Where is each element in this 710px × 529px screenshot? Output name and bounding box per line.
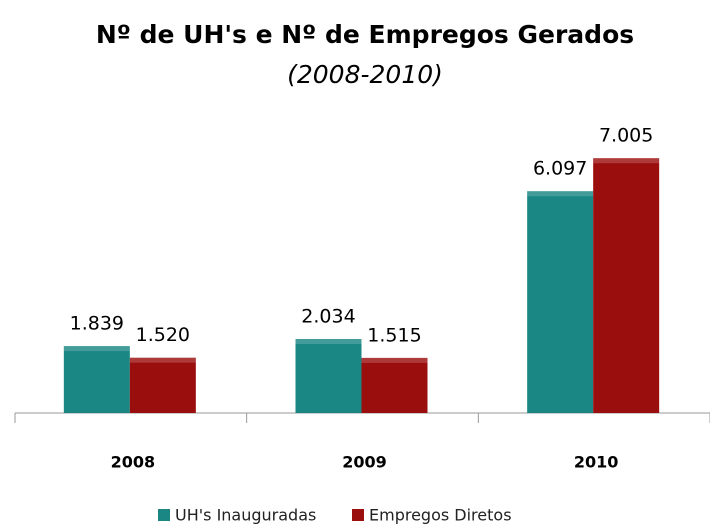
chart-title: Nº de UH's e Nº de Empregos Gerados — [96, 20, 634, 49]
x-tick-label: 2009 — [342, 453, 387, 472]
x-tick-label: 2010 — [574, 453, 619, 472]
legend-swatch — [158, 509, 170, 521]
bar — [527, 191, 594, 413]
bar-highlight — [527, 191, 594, 197]
chart-subtitle: (2008-2010) — [287, 60, 443, 89]
legend-label: UH's Inauguradas — [175, 506, 316, 525]
bar — [63, 346, 130, 413]
data-label: 1.520 — [136, 324, 190, 346]
bar — [129, 357, 196, 413]
bar-highlight — [361, 357, 428, 363]
bar-highlight — [593, 158, 660, 164]
bar-highlight — [295, 339, 362, 345]
bar-highlight — [129, 357, 196, 363]
data-label: 6.097 — [533, 158, 587, 180]
legend-label: Empregos Diretos — [369, 506, 512, 525]
data-label: 1.839 — [70, 313, 124, 335]
bar — [361, 357, 428, 413]
data-label: 2.034 — [301, 306, 355, 328]
data-label: 1.515 — [367, 324, 421, 346]
bar — [295, 339, 362, 413]
legend-swatch — [352, 509, 364, 521]
bar — [593, 158, 660, 413]
x-tick-label: 2008 — [111, 453, 156, 472]
bar-highlight — [63, 346, 130, 352]
data-label: 7.005 — [599, 125, 653, 147]
